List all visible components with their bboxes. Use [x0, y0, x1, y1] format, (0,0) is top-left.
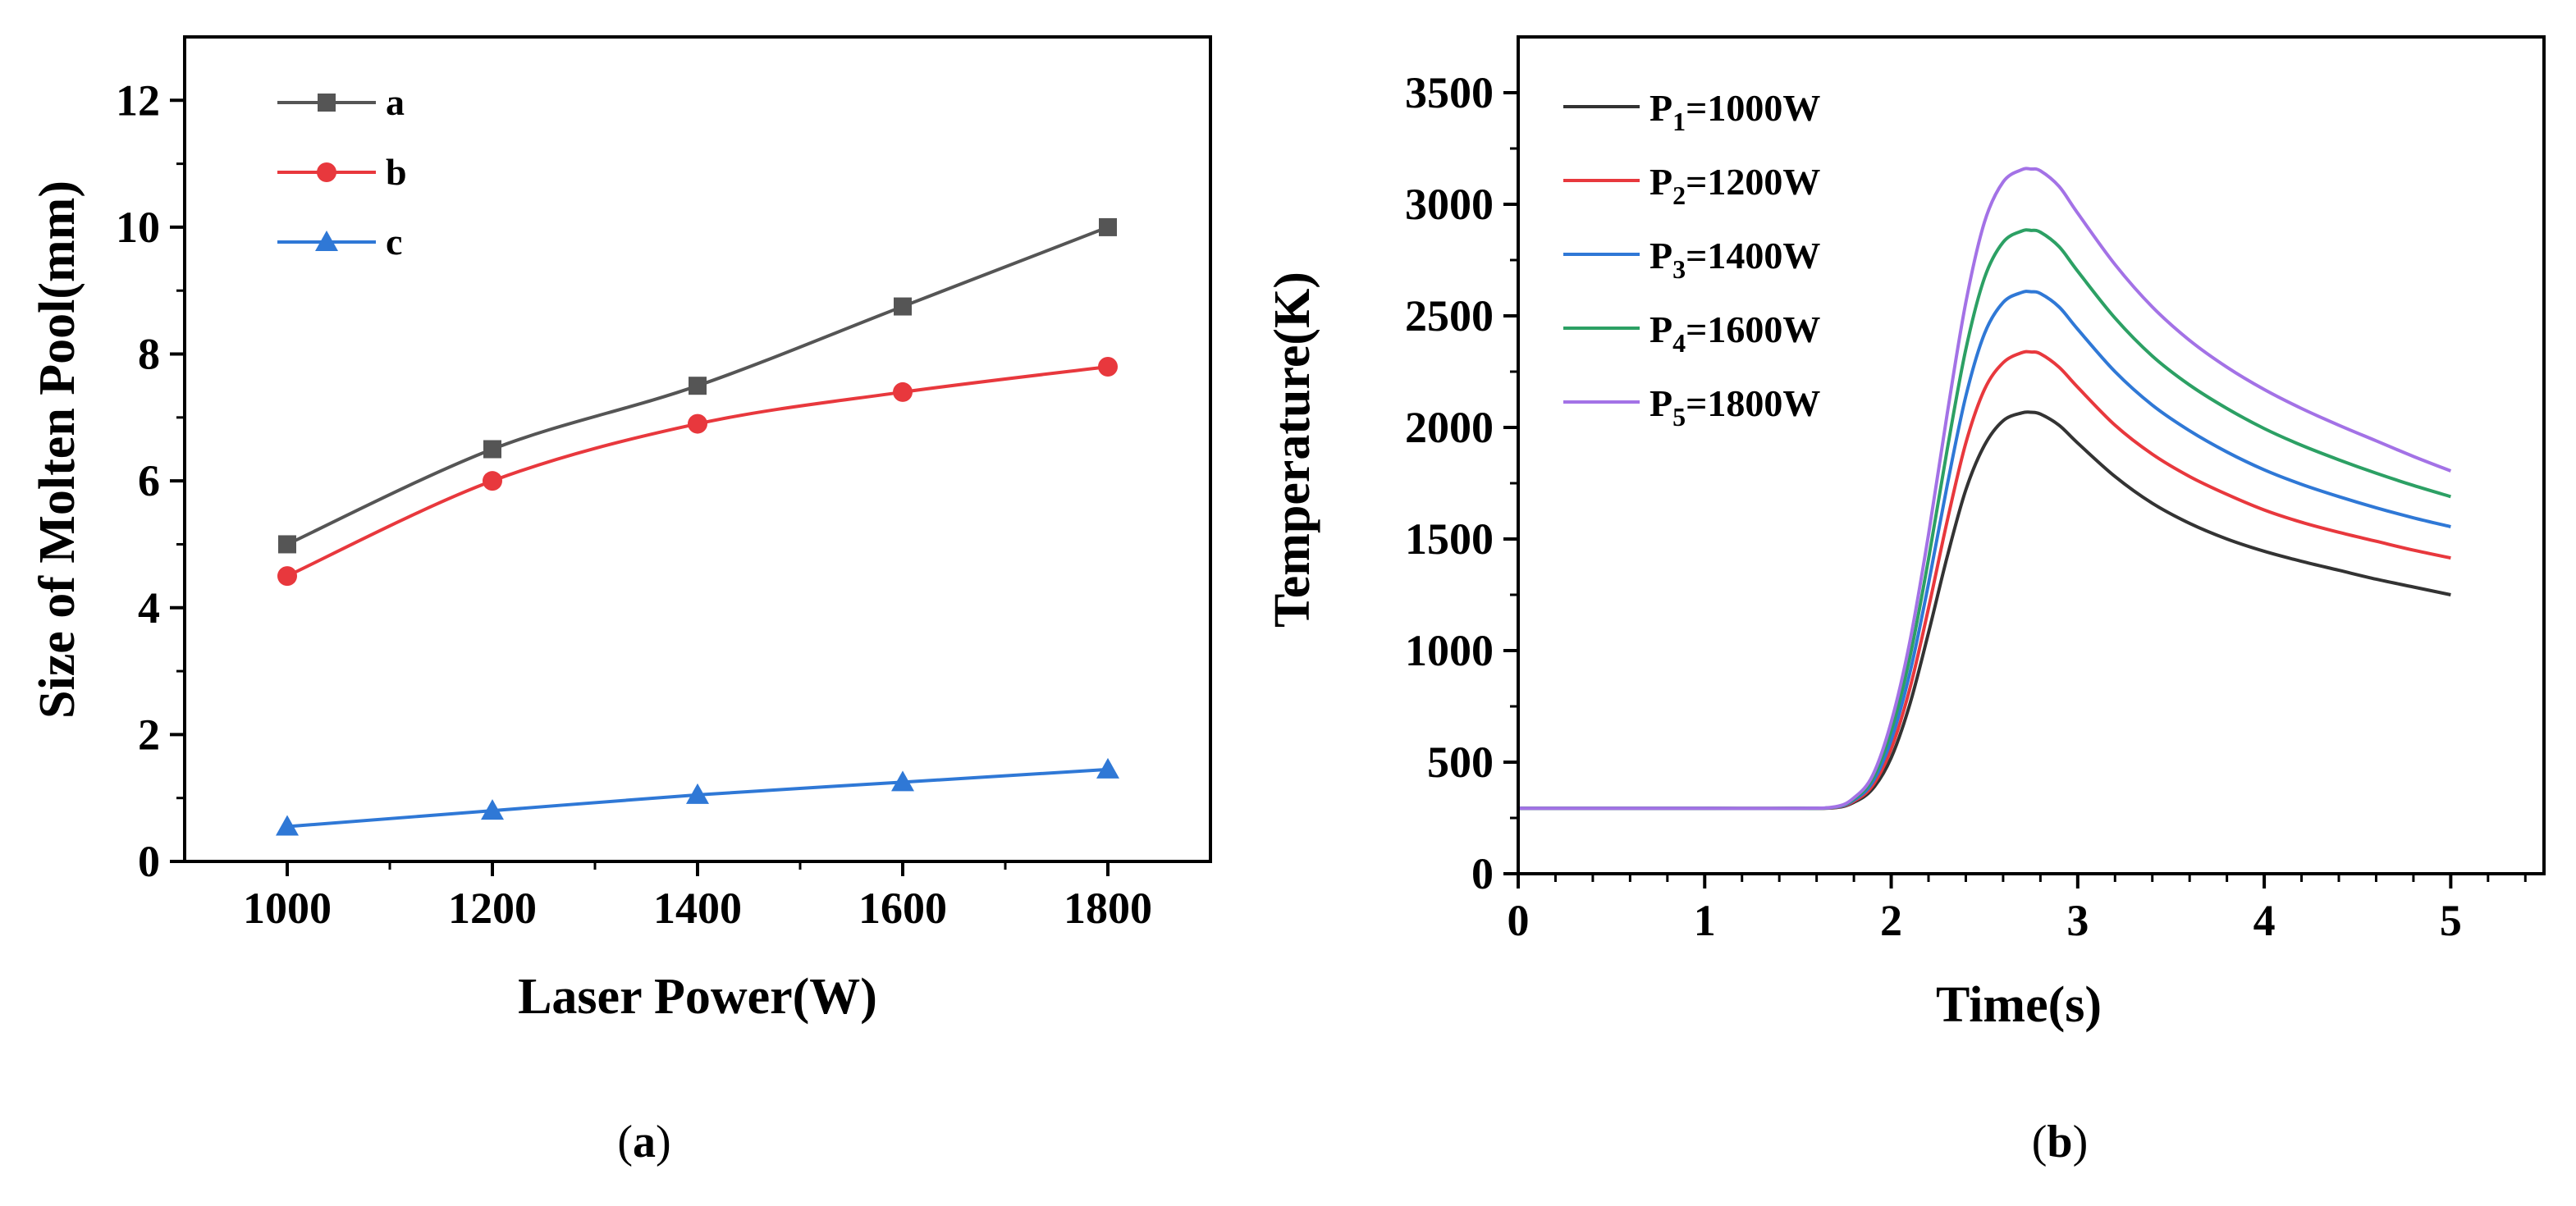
panel-b-y-tick-label: 3500 [1405, 68, 1494, 117]
panel-b-series-line-5 [1517, 167, 2452, 811]
panel-a-y-tick-label: 4 [138, 583, 160, 633]
panel-a-data-point-a [689, 377, 707, 395]
panel-b-y-tick-label: 0 [1471, 849, 1494, 898]
panel-a-y-tick-label: 6 [138, 456, 160, 505]
panel-a-legend-label-a: a [386, 81, 405, 123]
panel-b-y-tick-label: 500 [1427, 738, 1494, 787]
panel-a-x-tick-label: 1000 [243, 884, 332, 933]
panel-b-legend-label-1: P1=1000W [1649, 87, 1820, 136]
panel-a-y-axis-label: Size of Molten Pool(mm) [30, 180, 85, 719]
panel-b-plot-frame [1517, 35, 2546, 875]
panel-b-caption-letter: b [2047, 1117, 2072, 1167]
panel-a-data-point-a [894, 297, 912, 316]
panel-b-chart: 0 1 2 3 4 5 0 500 1000 1500 2000 2500 3000 3500 P1=10… [1265, 35, 2546, 1167]
panel-b-x-tick-label: 1 [1694, 896, 1716, 945]
panel-a-y-tick-label: 2 [138, 710, 160, 759]
panel-a-data-point-b [893, 381, 913, 402]
panel-a-data-point-c [1096, 757, 1119, 779]
panel-a-x-tick-label: 1800 [1064, 884, 1152, 933]
panel-b-y-tick-label: 2500 [1405, 291, 1494, 340]
panel-b-caption: (b) [2032, 1117, 2088, 1167]
panel-b-x-tick-label: 2 [1880, 896, 1902, 945]
panel-a-y-tick-label: 8 [138, 330, 160, 379]
panel-a-data-point-b [1098, 357, 1118, 377]
panel-a-data-point-b [277, 566, 297, 587]
panel-a-data-point-c [276, 815, 299, 836]
panel-b-x-axis-label: Time(s) [1936, 977, 2102, 1033]
panel-a-legend: abc [277, 81, 407, 263]
panel-b-legend-label-4: P4=1600W [1649, 308, 1820, 358]
panel-a-data-point-c [481, 799, 504, 820]
panel-b-legend-label-3: P3=1400W [1649, 235, 1820, 284]
panel-a-data-point-c [686, 783, 709, 804]
panel-b-legend: P1=1000W P2=1200W P3=1400W P4=1600W P5=1800W [1563, 87, 1820, 432]
panel-a-y-tick-label: 12 [116, 75, 160, 125]
panel-b-y-tick-label: 1000 [1405, 626, 1494, 675]
panel-b-y-tick-label: 1500 [1405, 514, 1494, 564]
panel-a-data-point-a [278, 535, 296, 554]
panel-b-y-tick-label: 3000 [1405, 180, 1494, 229]
panel-a-data-point-a [483, 440, 501, 459]
panel-a-data-point-b [688, 413, 707, 434]
panel-a-data-point-b [483, 471, 502, 491]
panel-a-caption-letter: a [633, 1117, 656, 1167]
panel-a-y-tick-label: 10 [116, 203, 160, 252]
panel-a-legend-marker-b [317, 162, 336, 182]
panel-a-legend-marker-a [318, 94, 336, 112]
panel-a-y-tick-label: 0 [138, 837, 160, 886]
panel-a-x-tick-label: 1400 [653, 884, 742, 933]
panel-b-y-axis-label: Temperature(K) [1265, 272, 1320, 628]
panel-a-data-point-c [891, 770, 914, 792]
panel-b-x-tick-label: 0 [1508, 896, 1530, 945]
panel-b-legend-label-5: P5=1800W [1649, 382, 1820, 432]
panel-a-legend-marker-c [315, 231, 338, 251]
panel-b-x-tick-label: 4 [2253, 896, 2276, 945]
panel-a-x-tick-label: 1200 [448, 884, 537, 933]
panel-b-x-tick-label: 3 [2066, 896, 2089, 945]
panel-b-legend-label-2: P2=1200W [1649, 161, 1820, 210]
panel-a-x-axis-label: Laser Power(W) [518, 969, 877, 1025]
panel-a-x-tick-label: 1600 [858, 884, 947, 933]
panel-a-legend-label-b: b [386, 151, 407, 193]
panel-a-legend-label-c: c [386, 221, 402, 263]
panel-b-y-tick-label: 2000 [1405, 403, 1494, 452]
panel-b-x-tick-label: 5 [2440, 896, 2462, 945]
panel-a-data-point-a [1099, 217, 1117, 236]
panel-a-caption: (a) [617, 1117, 670, 1167]
